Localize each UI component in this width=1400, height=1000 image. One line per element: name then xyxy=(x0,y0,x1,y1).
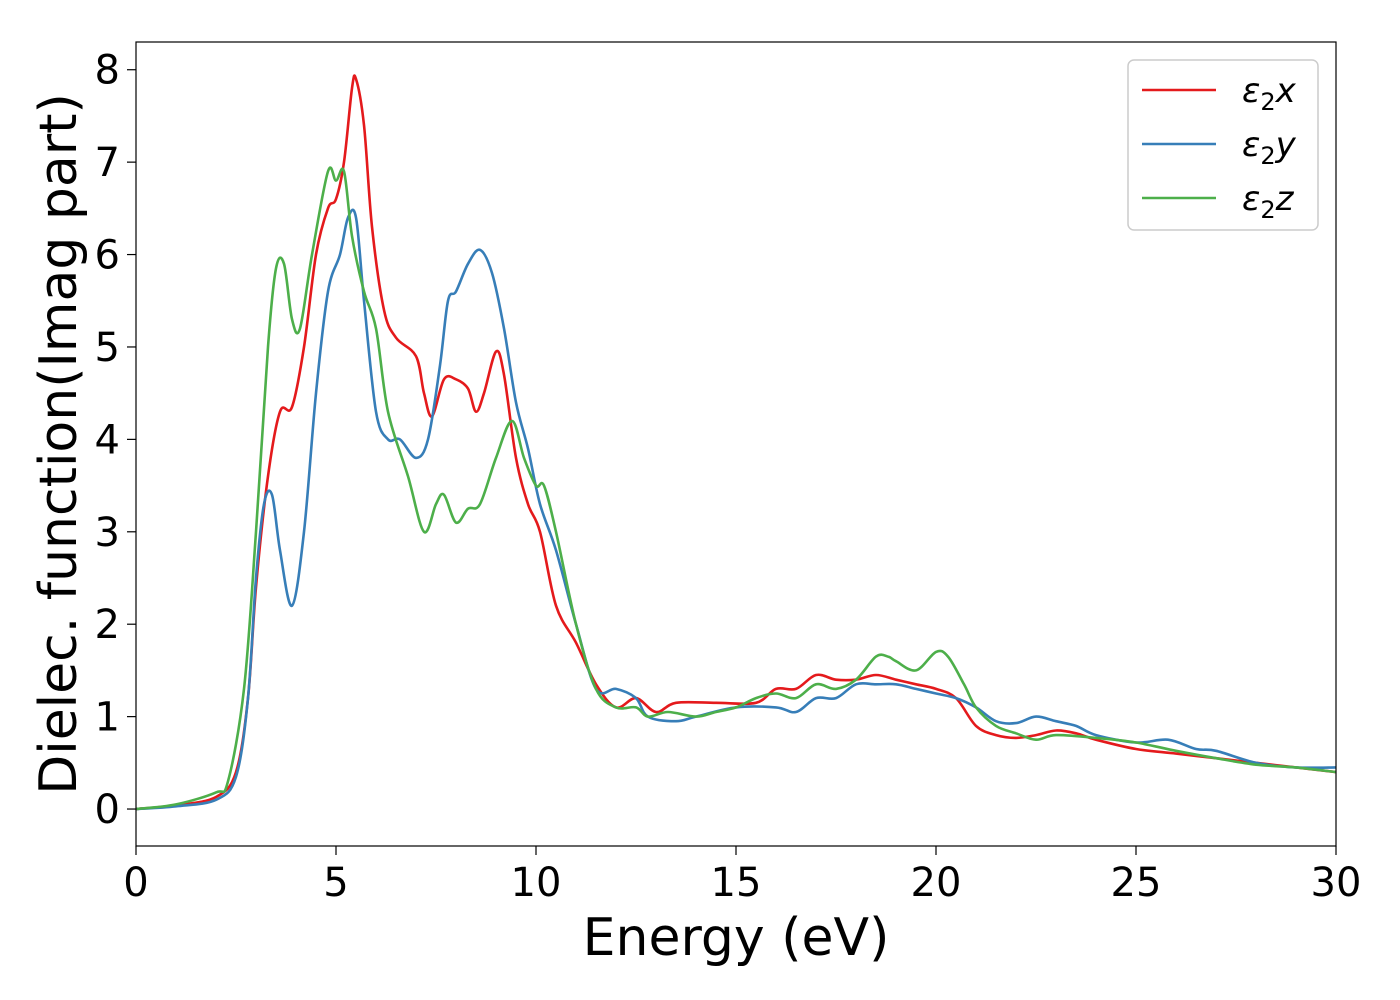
y-tick-label: 8 xyxy=(95,48,120,94)
x-tick-label: 5 xyxy=(323,860,348,906)
y-tick-label: 3 xyxy=(95,510,120,556)
series-line-1 xyxy=(136,74,1336,811)
y-tick-label: 1 xyxy=(95,695,120,741)
x-tick-label: 10 xyxy=(511,860,562,906)
x-axis-ticks: 0 5 10 15 20 25 30 xyxy=(123,846,1361,906)
x-tick-label: 0 xyxy=(123,860,148,906)
series-line-2 xyxy=(136,208,1336,811)
y-tick-label: 7 xyxy=(95,140,120,186)
y-tick-label: 2 xyxy=(95,602,120,648)
legend: ε2x ε2y ε2z xyxy=(1127,59,1319,231)
y-axis-title: Dielec. function(Imag part) xyxy=(29,93,89,795)
x-tick-label: 30 xyxy=(1311,860,1362,906)
legend-box xyxy=(1127,59,1319,231)
x-tick-label: 20 xyxy=(911,860,962,906)
series-layer xyxy=(136,74,1336,811)
legend-label-2: ε2y xyxy=(1242,125,1297,170)
x-axis-title: Energy (eV) xyxy=(583,908,890,968)
legend-label-3: ε2z xyxy=(1242,179,1295,224)
y-axis-ticks: 0 1 2 3 4 5 6 7 8 xyxy=(95,48,136,833)
x-tick-label: 25 xyxy=(1111,860,1162,906)
y-tick-label: 5 xyxy=(95,325,120,371)
x-tick-label: 15 xyxy=(711,860,762,906)
y-tick-label: 4 xyxy=(95,417,120,463)
series-line-3 xyxy=(136,166,1336,811)
y-tick-label: 0 xyxy=(95,787,120,833)
y-tick-label: 6 xyxy=(95,233,120,279)
legend-label-1: ε2x xyxy=(1242,71,1297,116)
